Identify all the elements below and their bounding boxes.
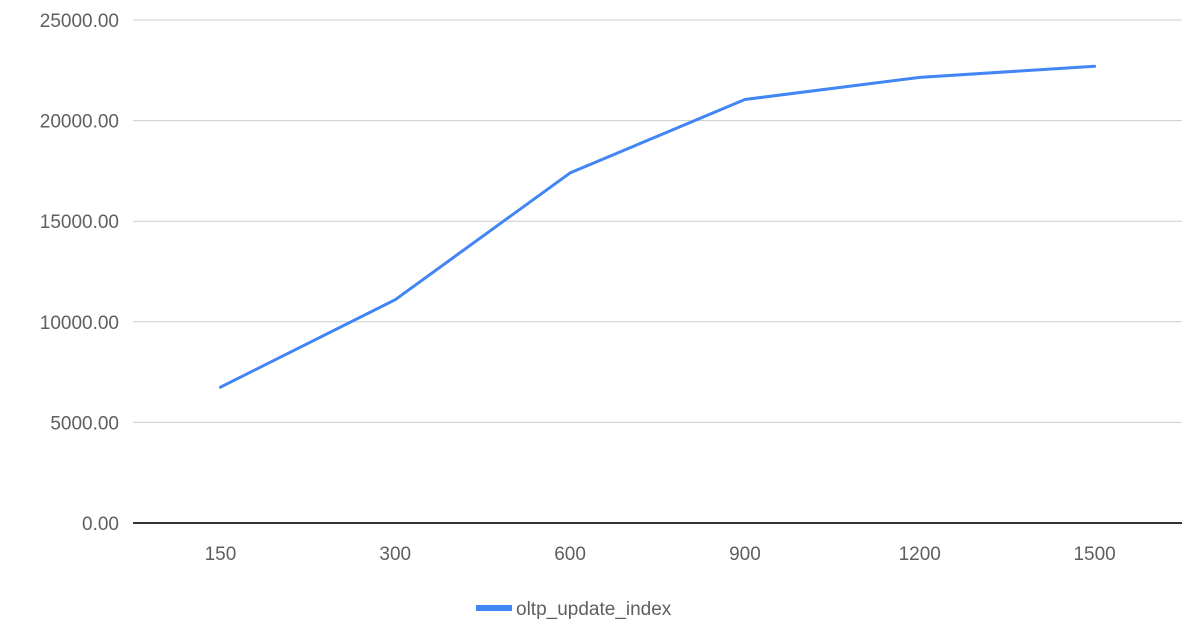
legend-label: oltp_update_index [516,599,672,620]
y-tick-label: 0.00 [82,514,119,535]
legend-swatch [476,605,512,611]
series-line [218,64,1097,389]
x-tick-label: 1200 [899,544,941,565]
y-tick-label: 10000.00 [40,313,119,334]
x-tick-label: 150 [205,544,237,565]
y-tick-label: 15000.00 [40,212,119,233]
x-tick-label: 600 [554,544,586,565]
x-tick-label: 300 [379,544,411,565]
y-tick-label: 25000.00 [40,11,119,32]
y-tick-label: 5000.00 [50,413,119,434]
legend[interactable]: oltp_update_index [476,599,672,620]
y-axis-ticks: 0.00 5000.00 10000.00 15000.00 20000.00 25000… [40,11,119,535]
x-tick-label: 900 [729,544,761,565]
gridlines [133,19,1182,423]
x-tick-label: 1500 [1073,544,1115,565]
series-group [218,64,1097,389]
x-axis-ticks: 150 300 600 900 1200 1500 [205,544,1116,565]
y-tick-label: 20000.00 [40,112,119,133]
